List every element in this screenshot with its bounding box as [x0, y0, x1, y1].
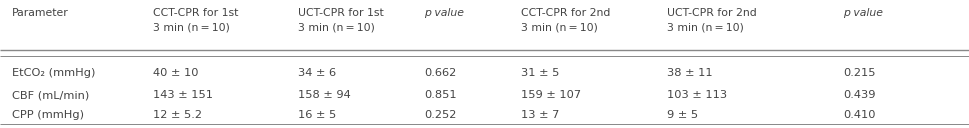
Text: 40 ± 10: 40 ± 10	[153, 68, 199, 78]
Text: 38 ± 11: 38 ± 11	[667, 68, 712, 78]
Text: 158 ± 94: 158 ± 94	[298, 90, 351, 100]
Text: 3 min (n = 10): 3 min (n = 10)	[667, 22, 743, 32]
Text: 3 min (n = 10): 3 min (n = 10)	[153, 22, 230, 32]
Text: 3 min (n = 10): 3 min (n = 10)	[521, 22, 598, 32]
Text: 0.439: 0.439	[843, 90, 876, 100]
Text: UCT-CPR for 1st: UCT-CPR for 1st	[298, 8, 384, 18]
Text: 13 ± 7: 13 ± 7	[521, 110, 560, 120]
Text: 143 ± 151: 143 ± 151	[153, 90, 213, 100]
Text: CCT-CPR for 1st: CCT-CPR for 1st	[153, 8, 238, 18]
Text: 0.851: 0.851	[424, 90, 457, 100]
Text: UCT-CPR for 2nd: UCT-CPR for 2nd	[667, 8, 757, 18]
Text: 34 ± 6: 34 ± 6	[298, 68, 336, 78]
Text: 3 min (n = 10): 3 min (n = 10)	[298, 22, 375, 32]
Text: CPP (mmHg): CPP (mmHg)	[12, 110, 83, 120]
Text: 9 ± 5: 9 ± 5	[667, 110, 698, 120]
Text: 16 ± 5: 16 ± 5	[298, 110, 336, 120]
Text: EtCO₂ (mmHg): EtCO₂ (mmHg)	[12, 68, 95, 78]
Text: 31 ± 5: 31 ± 5	[521, 68, 560, 78]
Text: p value: p value	[424, 8, 464, 18]
Text: 103 ± 113: 103 ± 113	[667, 90, 727, 100]
Text: p value: p value	[843, 8, 883, 18]
Text: CCT-CPR for 2nd: CCT-CPR for 2nd	[521, 8, 610, 18]
Text: CBF (mL/min): CBF (mL/min)	[12, 90, 89, 100]
Text: 0.215: 0.215	[843, 68, 876, 78]
Text: 159 ± 107: 159 ± 107	[521, 90, 581, 100]
Text: 0.252: 0.252	[424, 110, 456, 120]
Text: 0.662: 0.662	[424, 68, 456, 78]
Text: 0.410: 0.410	[843, 110, 876, 120]
Text: Parameter: Parameter	[12, 8, 69, 18]
Text: 12 ± 5.2: 12 ± 5.2	[153, 110, 203, 120]
